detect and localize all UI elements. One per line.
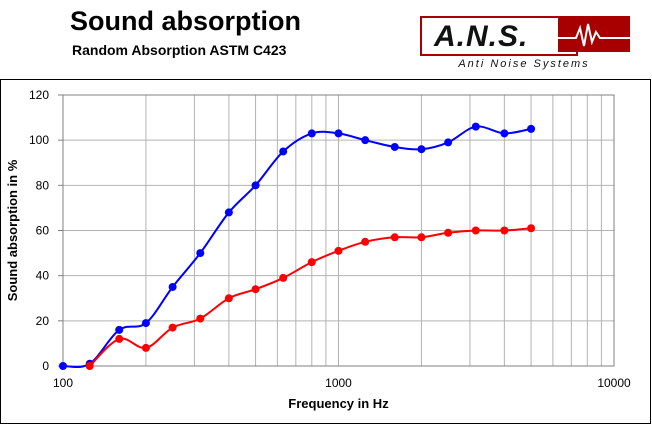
- chart-frame: [0, 79, 651, 424]
- series-2-point: [251, 285, 260, 294]
- series-1-point: [168, 282, 177, 291]
- series-2-point: [168, 323, 177, 332]
- y-tick-label: 120: [29, 88, 49, 102]
- series-1-point: [527, 124, 536, 133]
- y-tick-label: 0: [42, 359, 49, 373]
- logo-frame: A.N.S.: [420, 16, 578, 56]
- series-1-point: [361, 136, 370, 145]
- logo-waveform-icon: [558, 16, 630, 52]
- chart-subtitle: Random Absorption ASTM C423: [72, 42, 287, 58]
- series-1-point: [115, 325, 124, 334]
- x-tick-label: 1000: [325, 376, 352, 390]
- y-tick-label: 100: [29, 133, 49, 147]
- series-1-point: [279, 147, 288, 156]
- series-2-point: [307, 258, 316, 267]
- series-2-point: [471, 226, 480, 235]
- series-2-point: [334, 246, 343, 255]
- series-2-point: [279, 273, 288, 282]
- y-axis-title: Sound absorption in %: [5, 159, 20, 301]
- series-2-point: [417, 233, 426, 242]
- logo-tagline: Anti Noise Systems: [458, 58, 590, 70]
- series-1-point: [307, 129, 316, 138]
- series-2-point: [500, 226, 509, 235]
- x-tick-label: 10000: [597, 376, 631, 390]
- x-tick-label: 100: [53, 376, 73, 390]
- series-1-point: [224, 208, 233, 217]
- series-2-point: [196, 314, 205, 323]
- series-1-point: [500, 129, 509, 138]
- x-axis-title: Frequency in Hz: [288, 396, 389, 411]
- series-1-point: [444, 138, 453, 147]
- series-2-point: [224, 294, 233, 303]
- chart-title: Sound absorption: [70, 6, 301, 36]
- series-2-point: [361, 237, 370, 246]
- logo-text: A.N.S.: [434, 20, 529, 53]
- series-2-point: [115, 334, 124, 343]
- y-tick-label: 60: [36, 224, 50, 238]
- series-2-point: [390, 233, 399, 242]
- series-2-point: [444, 228, 453, 237]
- brand-logo: A.N.S. Anti Noise Systems: [418, 14, 630, 76]
- y-tick-label: 40: [36, 269, 50, 283]
- series-2-point: [527, 224, 536, 233]
- series-2-point: [85, 362, 94, 370]
- series-2-point: [141, 343, 150, 352]
- series-1-point: [334, 129, 343, 138]
- series-1-point: [471, 122, 480, 131]
- y-tick-label: 20: [36, 314, 50, 328]
- series-1-point: [390, 142, 399, 151]
- series-1-point: [417, 145, 426, 154]
- series-1-point: [59, 362, 67, 370]
- series-1-point: [251, 181, 260, 190]
- series-1-point: [196, 249, 205, 258]
- series-1-point: [141, 319, 150, 328]
- y-tick-label: 80: [36, 178, 50, 192]
